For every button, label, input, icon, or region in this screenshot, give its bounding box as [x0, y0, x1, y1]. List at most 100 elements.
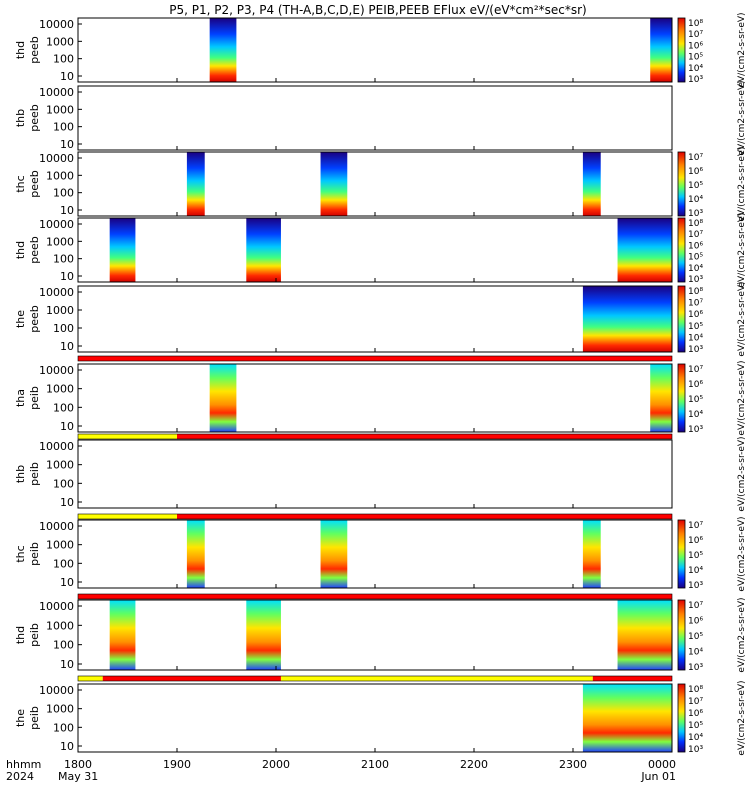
y-tick-label: 1000 — [46, 619, 74, 632]
spectrogram-panel-thc-peeb: 10000 1000 100 10 thc peeb 10⁷ 10⁶ 10⁵ 10⁴ 10³ eV/(… — [14, 146, 747, 221]
panel-frame — [77, 217, 673, 283]
data-block — [582, 684, 672, 752]
y-tick-label: 100 — [53, 401, 74, 414]
spectrogram-panel-the-peib: 10000 1000 100 10 the peib 10⁸ 10⁷ 10⁶ 10⁵ 10⁴ 10³ e… — [14, 680, 747, 755]
flag-segment — [78, 514, 177, 519]
flag-bar — [77, 675, 673, 682]
y-tick-label: 10 — [60, 340, 74, 353]
panel-frame — [77, 439, 673, 509]
colorbar-tick-label: 10⁷ — [688, 30, 703, 40]
y-tick-label: 10000 — [39, 18, 74, 31]
flag-frame — [77, 675, 673, 682]
colorbar-tick-label: 10⁶ — [688, 709, 703, 719]
y-tick-label: 100 — [53, 121, 74, 134]
colorbar-tick-label: 10⁷ — [688, 299, 703, 309]
colorbar-tick-label: 10⁸ — [688, 19, 703, 29]
y-axis-label: peib — [28, 386, 41, 410]
y-axis-label: peeb — [28, 104, 41, 132]
colorbar-tick-label: 10⁷ — [688, 601, 703, 611]
y-tick-label: 100 — [53, 557, 74, 570]
colorbar — [677, 519, 686, 589]
data-block — [109, 218, 136, 282]
colorbar-tick-label: 10⁵ — [688, 721, 703, 731]
flag-frame — [77, 355, 673, 362]
colorbar-tick-label: 10⁶ — [688, 617, 703, 627]
data-block — [582, 286, 672, 352]
data-block — [650, 18, 672, 82]
colorbar-tick-label: 10⁴ — [688, 333, 703, 343]
y-tick-label: 10 — [60, 420, 74, 433]
y-axis-label: thd — [14, 241, 27, 259]
y-axis-label: peeb — [28, 305, 41, 333]
y-axis-label: peib — [28, 623, 41, 647]
data-block — [617, 218, 672, 282]
x-tick-label: 1800 — [64, 758, 92, 771]
colorbar — [677, 683, 686, 753]
y-axis-label: thb — [14, 109, 27, 127]
colorbar-tick-label: 10³ — [688, 209, 703, 219]
y-tick-label: 1000 — [46, 383, 74, 396]
y-axis-label: the — [14, 709, 27, 727]
colorbar-tick-label: 10³ — [688, 663, 703, 673]
colorbar-tick-label: 10³ — [688, 75, 703, 85]
y-axis-label: thd — [14, 41, 27, 59]
colorbar-unit-label: eV/(cm2-s-sr-eV) — [737, 281, 747, 356]
colorbar-tick-label: 10⁵ — [688, 551, 703, 561]
spectrogram-panel-thb-peib: 10000 1000 100 10 thb peib eV/(cm2-s-sr-eV) — [14, 436, 747, 511]
colorbar-tick-label: 10⁷ — [688, 365, 703, 375]
y-tick-label: 10000 — [39, 218, 74, 231]
colorbar-tick-label: 10⁴ — [688, 566, 703, 576]
start-date-label: May 31 — [58, 770, 98, 783]
y-tick-label: 10000 — [39, 684, 74, 697]
y-tick-label: 1000 — [46, 539, 74, 552]
data-block — [246, 600, 281, 670]
data-block — [209, 364, 237, 432]
y-axis-label: peeb — [28, 236, 41, 264]
colorbar-tick-label: 10⁶ — [688, 167, 703, 177]
data-block — [246, 218, 281, 282]
y-tick-label: 1000 — [46, 103, 74, 116]
y-axis-label: peib — [28, 542, 41, 566]
flag-segment — [78, 594, 672, 599]
spectrogram-panel-thd-peib: 10000 1000 100 10 thd peib 10⁷ 10⁶ 10⁵ 10⁴ 10³ eV/(… — [14, 597, 747, 673]
flag-segment — [78, 356, 672, 361]
y-tick-label: 100 — [53, 721, 74, 734]
y-tick-label: 100 — [53, 53, 74, 66]
x-tick-label: 1900 — [163, 758, 191, 771]
data-block — [186, 152, 205, 216]
colorbar-tick-label: 10⁷ — [688, 230, 703, 240]
flag-segment — [78, 676, 103, 681]
x-tick-label: 2100 — [361, 758, 389, 771]
colorbar-tick-label: 10⁶ — [688, 310, 703, 320]
y-tick-label: 10 — [60, 576, 74, 589]
panel-frame — [77, 599, 673, 671]
y-axis-label: thb — [14, 465, 27, 483]
colorbar-tick-label: 10⁴ — [688, 410, 703, 420]
colorbar-tick-label: 10⁴ — [688, 648, 703, 658]
colorbar-unit-label: eV/(cm2-s-sr-eV) — [737, 12, 747, 87]
y-axis-label: thd — [14, 626, 27, 644]
colorbar-tick-label: 10⁴ — [688, 64, 703, 74]
colorbar-tick-label: 10⁸ — [688, 685, 703, 695]
y-tick-label: 100 — [53, 187, 74, 200]
flag-frame — [77, 593, 673, 600]
colorbar — [677, 217, 686, 283]
colorbar — [677, 151, 686, 217]
y-tick-label: 10 — [60, 740, 74, 753]
y-tick-label: 1000 — [46, 459, 74, 472]
x-tick-label: 2200 — [460, 758, 488, 771]
colorbar-unit-label: eV/(cm2-s-sr-eV) — [737, 597, 747, 672]
spectrogram-panel-tha-peib: 10000 1000 100 10 tha peib 10⁷ 10⁶ 10⁵ 10⁴ 10³ eV/(… — [14, 360, 747, 435]
y-tick-label: 10 — [60, 70, 74, 83]
colorbar-tick-label: 10⁸ — [688, 287, 703, 297]
colorbar — [677, 285, 686, 353]
x-tick-label: 0000 — [648, 758, 676, 771]
flag-frame — [77, 433, 673, 440]
panel-frame — [77, 85, 673, 151]
colorbar-unit-label: eV/(cm2-s-sr-eV) — [737, 680, 747, 755]
colorbar-tick-label: 10⁶ — [688, 536, 703, 546]
colorbar-tick-label: 10⁷ — [688, 697, 703, 707]
y-tick-label: 1000 — [46, 169, 74, 182]
